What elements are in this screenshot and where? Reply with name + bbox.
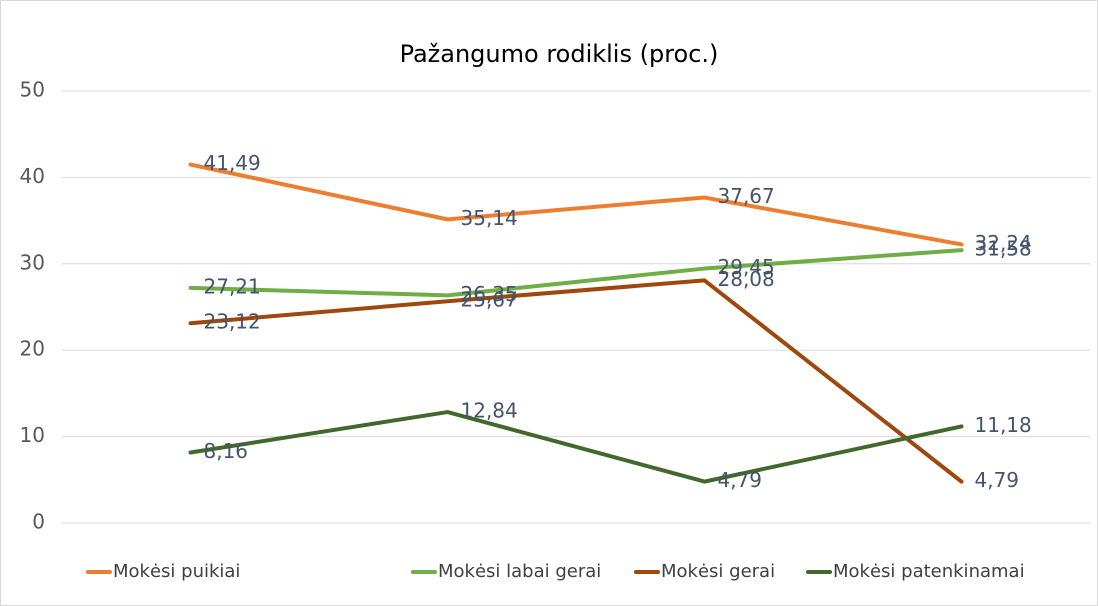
data-label: 35,14 (461, 206, 518, 230)
y-tick-label: 30 (20, 250, 45, 274)
y-tick-label: 0 (32, 510, 45, 534)
chart-title: Pažangumo rodiklis (proc.) (400, 40, 719, 68)
series-line (188, 278, 964, 484)
data-label: 4,79 (718, 468, 763, 492)
data-label: 31,58 (975, 237, 1032, 261)
legend-label: Mokėsi labai gerai (438, 561, 601, 582)
data-label: 28,08 (718, 267, 775, 291)
data-label: 26,35 (461, 282, 518, 306)
data-label: 11,18 (975, 413, 1032, 437)
data-label: 4,79 (975, 468, 1020, 492)
legend-label: Mokėsi gerai (661, 561, 775, 582)
series-line (188, 410, 964, 484)
data-label: 32,24 (975, 231, 1032, 255)
data-label: 8,16 (204, 439, 249, 463)
data-label: 25,67 (461, 288, 518, 312)
data-label: 29,45 (718, 255, 775, 279)
data-label: 12,84 (461, 399, 518, 423)
data-label: 41,49 (204, 151, 261, 175)
y-tick-label: 10 (20, 423, 45, 447)
series-line (188, 162, 964, 247)
legend-label: Mokėsi patenkinamai (833, 561, 1025, 582)
data-label: 37,67 (718, 184, 775, 208)
data-label: 27,21 (204, 274, 261, 298)
series-line (188, 248, 964, 298)
data-label: 23,12 (204, 310, 261, 334)
y-tick-label: 40 (20, 164, 45, 188)
y-tick-label: 50 (20, 78, 45, 102)
y-tick-label: 20 (20, 337, 45, 361)
legend-label: Mokėsi puikiai (113, 561, 240, 582)
